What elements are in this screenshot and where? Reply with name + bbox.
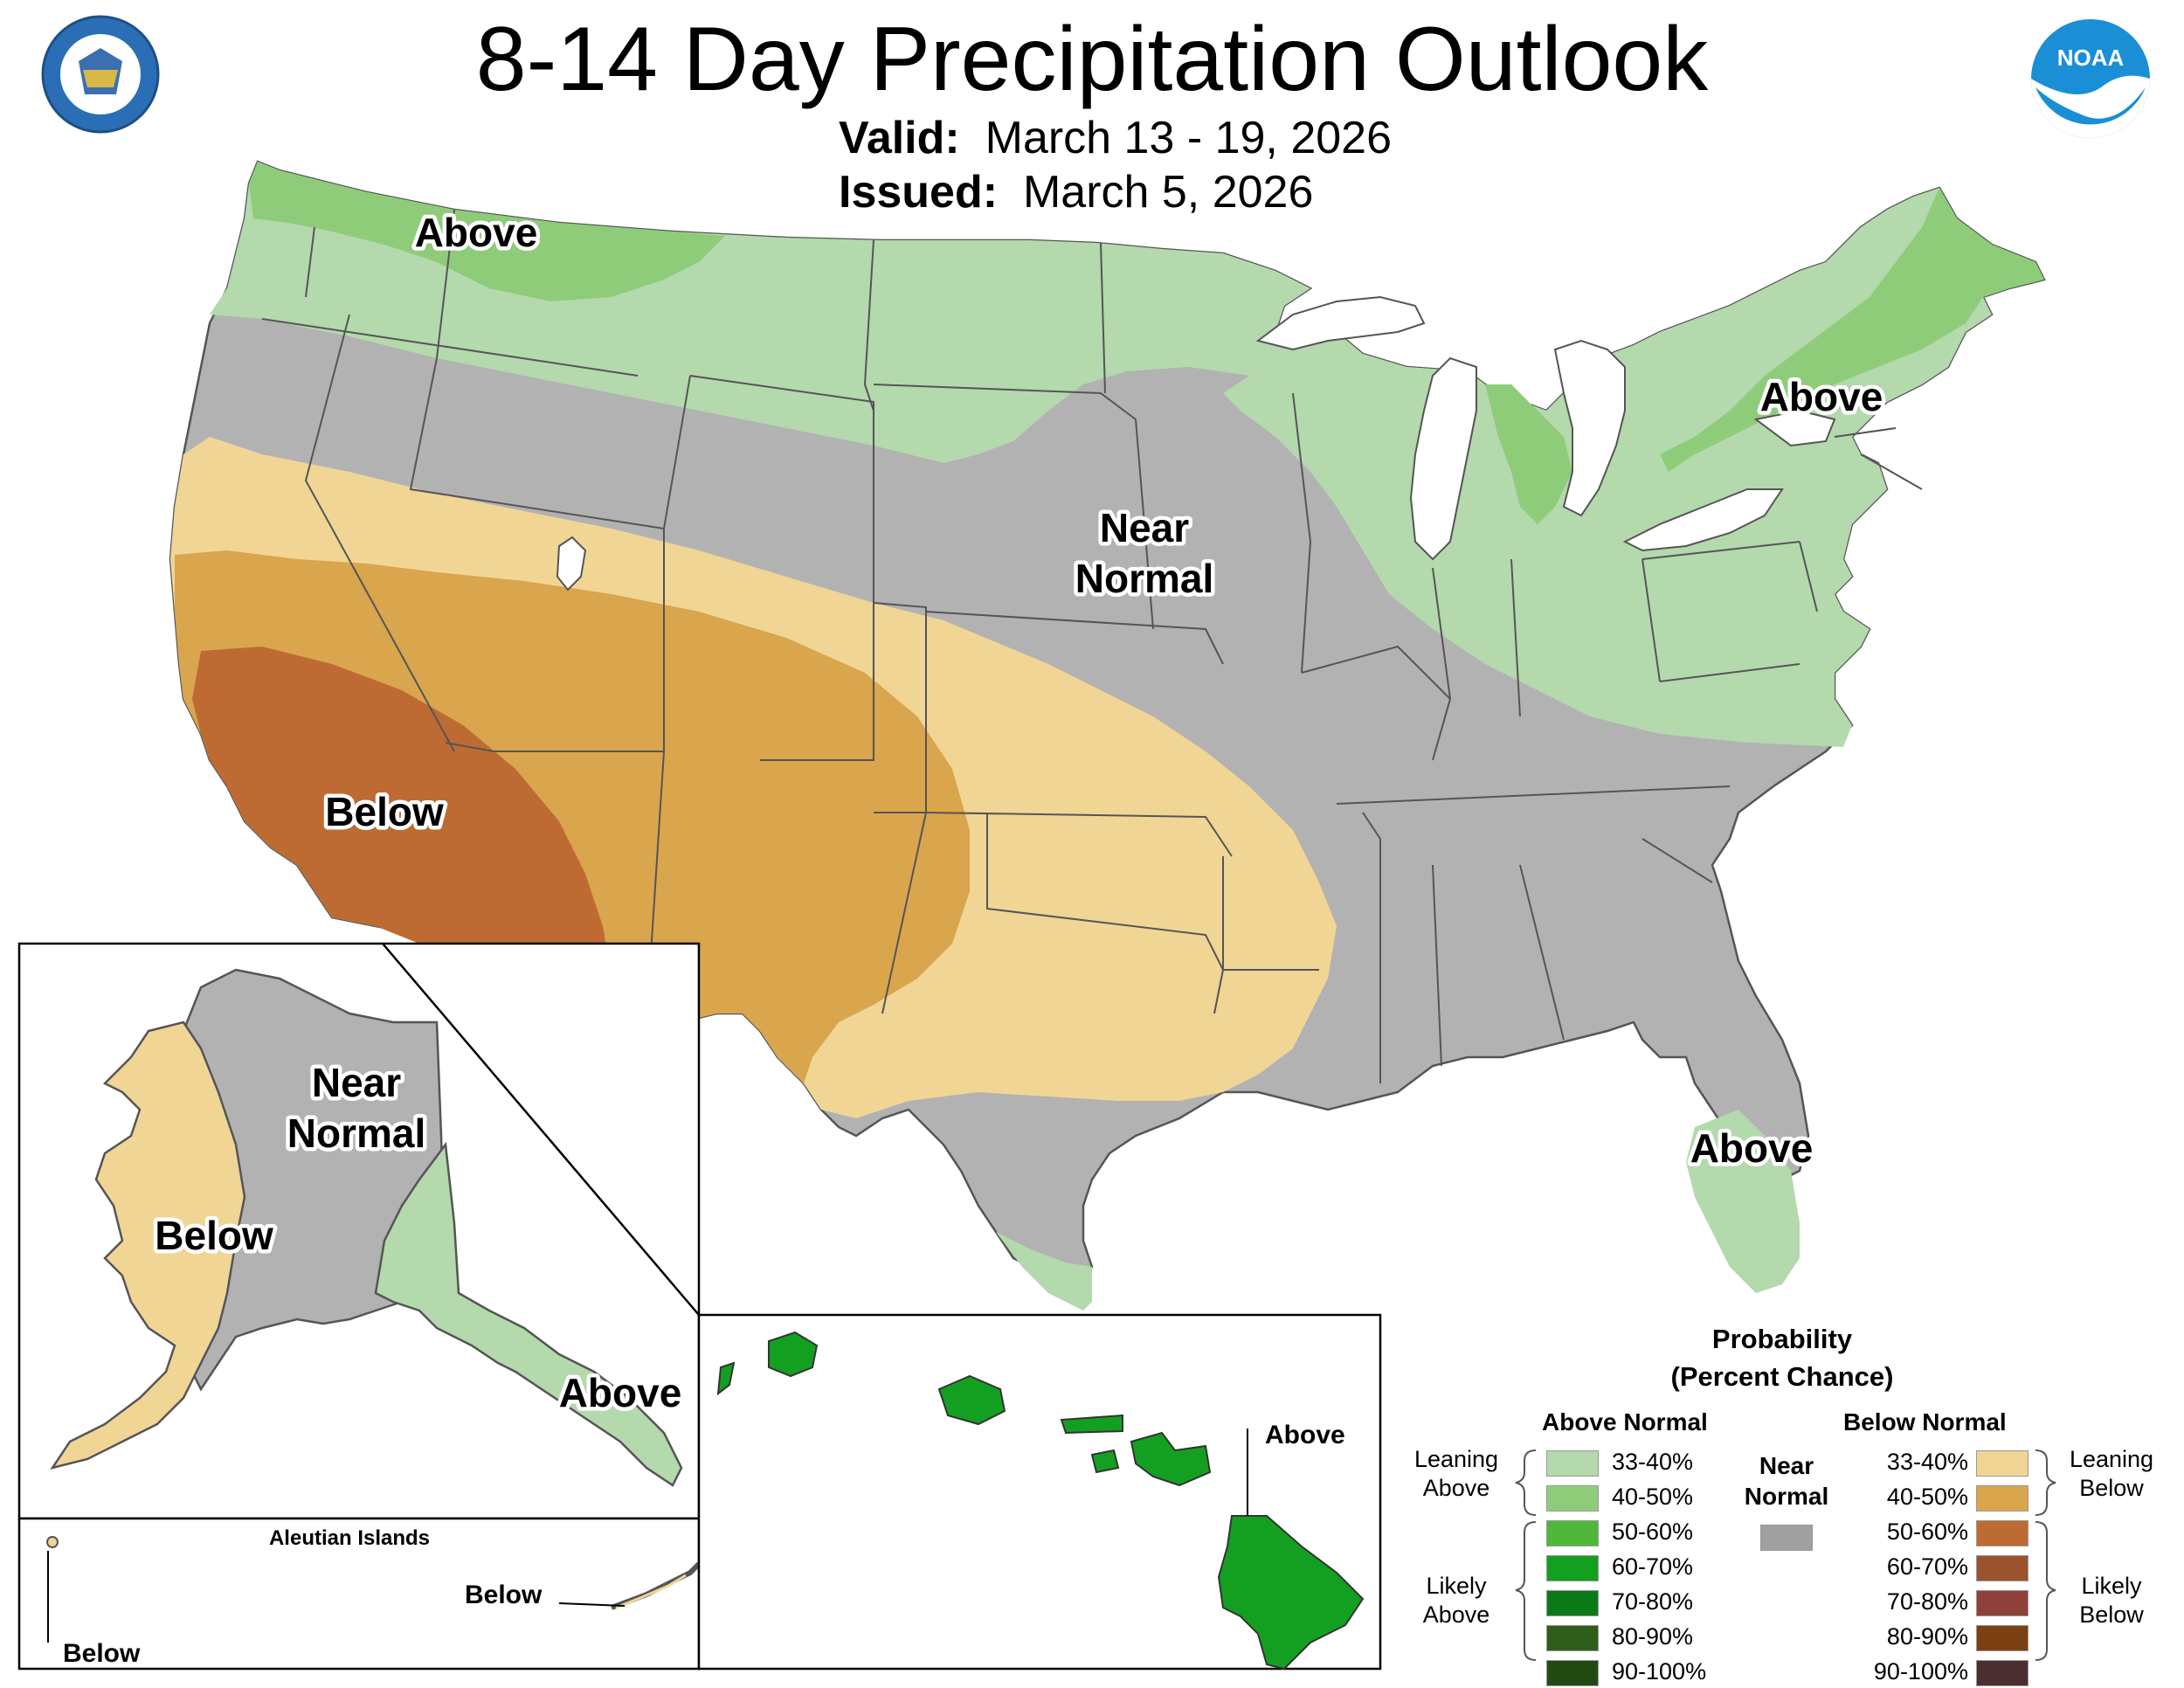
- legend-above-swatch: [1546, 1590, 1599, 1616]
- issued-line: Issued: March 5, 2026: [839, 166, 1313, 218]
- hi-kauai: [768, 1331, 819, 1378]
- legend-leaning-above-line2: Above: [1422, 1475, 1490, 1501]
- label-below-southwest: Below: [325, 789, 444, 834]
- label-above-northwest: Above: [415, 210, 538, 255]
- hi-niihau: [716, 1361, 736, 1396]
- hawaii-inset: Above: [697, 1313, 1382, 1671]
- aleutian-label-below-west: Below: [63, 1639, 141, 1668]
- hi-oahu: [937, 1374, 1006, 1426]
- legend-likely-above-line1: Likely: [1426, 1573, 1487, 1599]
- commerce-seal-icon: [41, 15, 160, 134]
- ak-label-below: Below: [155, 1213, 273, 1258]
- label-above-northeast: Above: [1760, 374, 1883, 419]
- legend-title-line2: (Percent Chance): [1670, 1361, 1894, 1392]
- legend-above-swatch: [1546, 1625, 1599, 1651]
- legend-leaning-below-line2: Below: [2079, 1475, 2144, 1501]
- legend-below-range-label: 40-50%: [1886, 1484, 1968, 1510]
- legend-above-swatch: [1546, 1660, 1599, 1686]
- alaska-inset: Near Normal Below Above: [17, 942, 701, 1520]
- region-below-50-60: [192, 647, 612, 1022]
- legend-below-range-label: 90-100%: [1873, 1658, 1968, 1685]
- hi-lanai: [1090, 1449, 1120, 1474]
- legend-likely-below-line2: Below: [2079, 1602, 2144, 1628]
- legend-above-swatch: [1546, 1520, 1599, 1546]
- valid-date: March 13 - 19, 2026: [985, 113, 1393, 163]
- legend-leaning-above-line1: Leaning: [1413, 1446, 1499, 1472]
- legend-near-line1: Near: [1759, 1452, 1814, 1479]
- hi-big-island: [1217, 1515, 1365, 1671]
- issued-label: Issued:: [839, 167, 999, 218]
- legend-above-swatch: [1546, 1450, 1599, 1477]
- legend-above-range-label: 80-90%: [1612, 1623, 1694, 1650]
- legend-below-range-label: 70-80%: [1886, 1588, 1968, 1615]
- legend-swatch-near-normal: [1760, 1525, 1813, 1551]
- region-above-33-40-texas-tip: [996, 1232, 1092, 1311]
- legend-below-swatch: [1976, 1590, 2028, 1616]
- ak-below-33-40: [50, 1020, 246, 1470]
- ak-label-above: Above: [559, 1370, 682, 1415]
- region-above-40-50-northwest: [249, 162, 725, 301]
- valid-label: Valid:: [839, 113, 960, 163]
- region-above-40-50-northeast: [1660, 188, 2044, 472]
- legend-leaning-below-line1: Leaning: [2069, 1446, 2154, 1472]
- legend-below-range-label: 33-40%: [1886, 1449, 1968, 1475]
- ak-label-near-line1: Near: [312, 1060, 401, 1105]
- region-above-40-50-michigan: [1485, 384, 1572, 524]
- state-borders: [261, 209, 1923, 1083]
- legend-below-range-label: 50-60%: [1886, 1519, 1968, 1545]
- valid-line: Valid: March 13 - 19, 2026: [839, 112, 1392, 164]
- issued-date: March 5, 2026: [1022, 167, 1314, 218]
- region-above-33-40-florida: [1686, 1110, 1800, 1293]
- legend-braces: [1515, 1449, 2056, 1661]
- label-near-normal-line1: Near: [1100, 505, 1189, 550]
- hi-label-above: Above: [1265, 1421, 1345, 1449]
- aleutian-label-below-east: Below: [465, 1581, 543, 1609]
- legend-below-swatch: [1976, 1520, 2028, 1546]
- legend-above-swatch: [1546, 1555, 1599, 1581]
- legend-above-range-label: 33-40%: [1612, 1449, 1694, 1475]
- legend-below-swatch: [1976, 1555, 2028, 1581]
- hi-maui: [1130, 1431, 1212, 1487]
- hi-molokai: [1060, 1414, 1123, 1435]
- legend-below-range-label: 60-70%: [1886, 1553, 1968, 1580]
- map-title: 8-14 Day Precipitation Outlook: [475, 9, 1709, 110]
- ak-label-near-line2: Normal: [287, 1110, 425, 1156]
- great-lakes-water: [1255, 295, 1836, 561]
- ak-above-33-40: [374, 1141, 683, 1487]
- legend-above-swatch: [1546, 1485, 1599, 1512]
- legend-below-swatch: [1976, 1450, 2028, 1477]
- legend-below-header: Below Normal: [1843, 1408, 2007, 1435]
- label-above-florida: Above: [1690, 1125, 1814, 1171]
- legend-above-header: Above Normal: [1542, 1408, 1708, 1435]
- aleutian-inset: Aleutian Islands Below Below: [17, 1517, 702, 1671]
- legend-near-line2: Normal: [1744, 1483, 1829, 1510]
- legend-below-swatch: [1976, 1625, 2028, 1651]
- legend-likely-below-line1: Likely: [2081, 1573, 2142, 1599]
- noaa-logo-text: NOAA: [2057, 45, 2125, 71]
- label-near-normal-line2: Normal: [1075, 556, 1213, 601]
- legend-title-line1: Probability: [1711, 1324, 1853, 1354]
- great-salt-lake-water: [556, 536, 587, 591]
- legend-below-range-label: 80-90%: [1886, 1623, 1968, 1650]
- aleutian-title: Aleutian Islands: [269, 1526, 430, 1550]
- noaa-logo-icon: NOAA: [2031, 19, 2150, 138]
- legend-below-swatch: [1976, 1660, 2028, 1686]
- legend-likely-above-line2: Above: [1422, 1602, 1490, 1628]
- legend-above-range-label: 40-50%: [1612, 1484, 1694, 1510]
- legend-above-range-label: 50-60%: [1612, 1519, 1694, 1545]
- legend-above-range-label: 90-100%: [1612, 1658, 1707, 1685]
- legend-above-range-label: 60-70%: [1612, 1553, 1694, 1580]
- legend-above-range-label: 70-80%: [1612, 1588, 1694, 1615]
- legend-below-swatch: [1976, 1485, 2028, 1512]
